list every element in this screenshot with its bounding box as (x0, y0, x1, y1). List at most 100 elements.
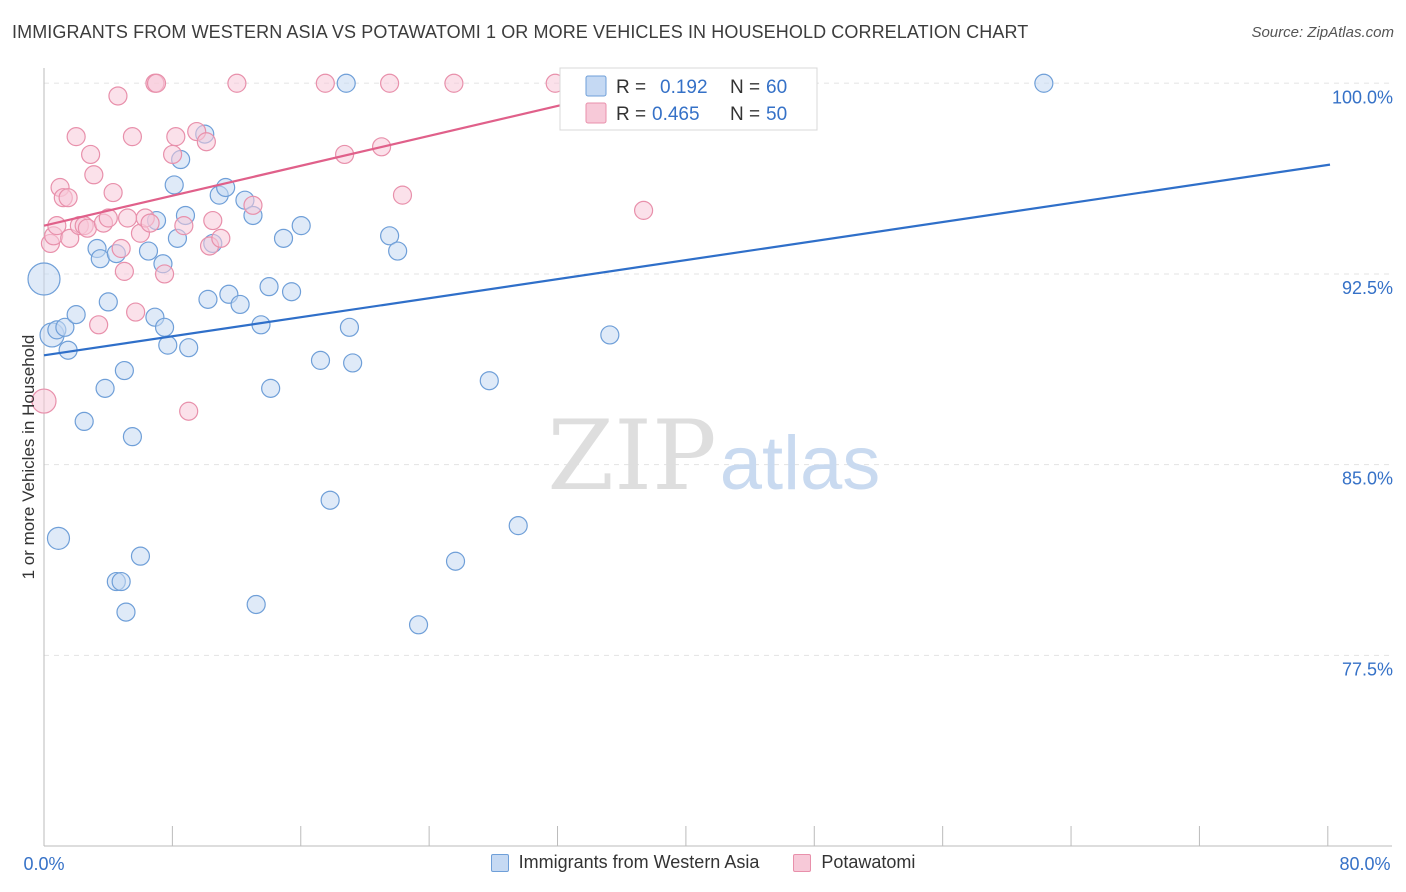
point-s1-23 (126, 302, 146, 322)
point-s1-8 (66, 127, 86, 147)
trend-line-0 (43, 163, 1331, 357)
point-s0-9 (90, 249, 110, 269)
point-s0-12 (114, 360, 134, 381)
y-tick-label-1: 92.5% (1342, 278, 1393, 298)
n-label-blue: N = (730, 77, 760, 98)
point-s1-45 (392, 185, 413, 205)
point-s1-18 (108, 86, 128, 106)
trend-lines (43, 82, 1331, 357)
point-s1-29 (154, 264, 175, 284)
point-s1-35 (196, 132, 216, 152)
y-tick-label-2: 85.0% (1342, 469, 1393, 489)
legend: Immigrants from Western Asia Potawatomi (0, 852, 1406, 873)
point-s1-7 (60, 228, 80, 248)
point-s1-0 (31, 388, 57, 414)
data-points (27, 73, 1054, 635)
point-s0-45 (343, 353, 363, 373)
point-s0-8 (95, 378, 115, 398)
point-s1-21 (117, 208, 138, 228)
point-s0-3 (55, 317, 75, 337)
point-s0-55 (46, 526, 71, 550)
point-s0-59 (246, 594, 266, 615)
point-s0-46 (380, 226, 400, 246)
point-s1-11 (77, 218, 98, 238)
point-s0-43 (336, 73, 356, 93)
r-value-blue: 0.192 (660, 77, 708, 98)
point-s0-42 (320, 490, 340, 510)
point-s1-44 (380, 73, 400, 93)
stats-swatch-blue (585, 75, 607, 97)
n-label-pink: N = (730, 104, 760, 125)
watermark-atlas: atlas (720, 421, 881, 506)
point-s0-54 (1034, 73, 1054, 93)
point-s1-49 (633, 200, 654, 220)
point-s0-25 (179, 338, 199, 358)
point-s0-57 (111, 571, 131, 592)
point-s0-0 (27, 262, 61, 296)
legend-swatch-pink (793, 853, 812, 872)
legend-label-potawatomi: Potawatomi (821, 852, 916, 872)
point-s1-32 (174, 216, 194, 236)
point-s1-38 (211, 228, 231, 248)
point-s1-13 (84, 165, 104, 185)
stats-legend-box: R = 0.192 N = 60 R = 0.465 N = 50 (559, 67, 818, 131)
point-s0-36 (259, 277, 279, 297)
x-tick-label-max: 80.0% (1339, 854, 1390, 874)
point-s1-33 (179, 401, 199, 421)
point-s0-19 (154, 317, 175, 337)
y-tick-label-0: 100.0% (1332, 87, 1393, 107)
r-label-pink: R = (616, 104, 646, 125)
legend-item-western-asia[interactable]: Immigrants from Western Asia (490, 852, 760, 873)
point-s1-19 (111, 238, 131, 259)
point-s1-41 (315, 73, 335, 93)
point-s0-47 (388, 241, 408, 261)
point-s0-50 (479, 371, 499, 391)
point-s0-10 (98, 292, 118, 312)
y-axis-label: 1 or more Vehicles in Household (19, 335, 38, 580)
point-s1-12 (81, 144, 101, 165)
legend-label-western-asia: Immigrants from Western Asia (518, 852, 760, 872)
point-s0-44 (339, 317, 360, 337)
point-s0-14 (130, 546, 151, 566)
point-s1-40 (243, 195, 263, 215)
point-s1-6 (58, 188, 78, 208)
point-s1-46 (444, 73, 464, 93)
n-value-pink: 50 (766, 104, 787, 125)
point-s0-52 (600, 325, 620, 345)
point-s1-37 (203, 210, 223, 231)
trend-line-1 (43, 82, 656, 227)
point-s0-5 (66, 305, 86, 325)
n-value-blue: 60 (766, 77, 787, 98)
watermark: ZIP atlas (547, 400, 880, 512)
point-s0-49 (445, 551, 466, 571)
point-s0-13 (122, 427, 143, 447)
point-s1-16 (98, 208, 118, 228)
point-s0-41 (310, 350, 331, 370)
point-s0-21 (164, 175, 184, 195)
point-s0-51 (508, 516, 528, 536)
source-label: Source: ZipAtlas.com (1251, 24, 1394, 41)
r-value-pink: 0.465 (652, 104, 700, 125)
grid-lines (44, 82, 1392, 656)
axes (43, 68, 1392, 847)
x-tick-label-min: 0.0% (23, 854, 64, 874)
point-s1-31 (166, 127, 186, 147)
point-s0-6 (74, 411, 94, 432)
point-s1-26 (140, 213, 160, 233)
point-s1-14 (89, 315, 109, 335)
y-tick-label-3: 77.5% (1342, 659, 1393, 679)
watermark-zip: ZIP (547, 400, 716, 512)
chart-title: IMMIGRANTS FROM WESTERN ASIA VS POTAWATO… (12, 22, 1029, 42)
point-s1-28 (146, 73, 167, 93)
point-s0-37 (261, 378, 281, 398)
legend-swatch-blue (490, 853, 509, 872)
point-s0-40 (291, 216, 311, 236)
point-s0-58 (116, 602, 136, 622)
point-s1-22 (122, 127, 143, 147)
legend-item-potawatomi[interactable]: Potawatomi (793, 852, 915, 873)
point-s0-48 (408, 615, 429, 635)
point-s0-38 (273, 228, 294, 248)
point-s1-30 (163, 144, 183, 165)
r-label-blue: R = (616, 77, 646, 98)
